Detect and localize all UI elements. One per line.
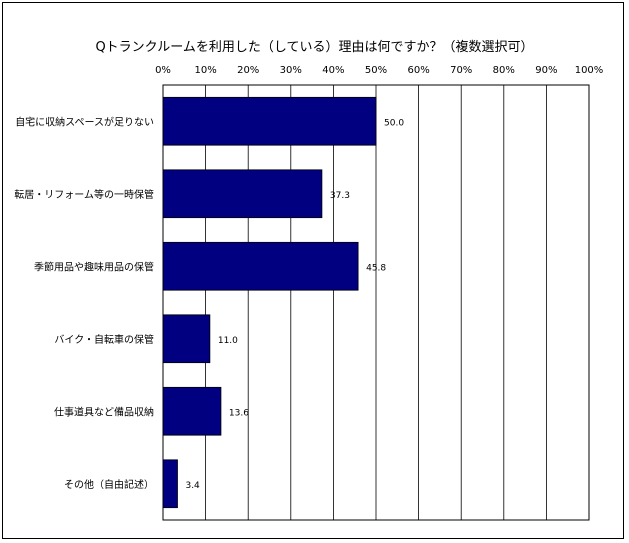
- category-labels: 自宅に収納スペースが足りない転居・リフォーム等の一時保管季節用品や趣味用品の保管…: [14, 115, 154, 491]
- x-tick-label: 100%: [575, 65, 604, 76]
- data-label: 13.6: [229, 408, 249, 418]
- category-label: 季節用品や趣味用品の保管: [34, 260, 154, 273]
- bar: [162, 314, 211, 364]
- data-label: 37.3: [330, 191, 350, 201]
- bar: [162, 169, 323, 219]
- bars: [162, 96, 377, 509]
- data-labels: 50.0 37.3 45.8 11.0 13.6 3.4: [185, 118, 404, 491]
- bar: [162, 386, 222, 436]
- data-label: 50.0: [384, 118, 404, 128]
- x-tick-label: 20%: [237, 65, 259, 76]
- x-tick-label: 90%: [535, 65, 557, 76]
- x-tick-label: 70%: [450, 65, 472, 76]
- gridlines: [162, 84, 590, 521]
- chart-title: Qトランクルームを利用した（している）理由は何ですか？（複数選択可）: [95, 40, 534, 55]
- data-label: 45.8: [366, 263, 386, 273]
- bar: [162, 96, 377, 146]
- category-label: バイク・自転車の保管: [54, 333, 154, 346]
- category-label: 転居・リフォーム等の一時保管: [14, 188, 154, 201]
- data-label: 11.0: [218, 336, 238, 346]
- bar: [162, 459, 178, 509]
- category-label: 自宅に収納スペースが足りない: [15, 115, 154, 128]
- category-label: 仕事道具など備品収納: [54, 405, 154, 418]
- x-tick-label: 40%: [322, 65, 344, 76]
- x-tick-label: 30%: [280, 65, 302, 76]
- x-tick-label: 60%: [407, 65, 429, 76]
- x-tick-label: 0%: [155, 65, 171, 76]
- bar: [162, 241, 359, 291]
- x-axis-ticks: 0% 10% 20% 30% 40% 50% 60% 70% 80% 90% 100%: [155, 65, 603, 76]
- category-label: その他（自由記述）: [64, 478, 154, 491]
- data-label: 3.4: [185, 481, 200, 491]
- x-tick-label: 80%: [493, 65, 515, 76]
- x-tick-label: 10%: [194, 65, 216, 76]
- x-tick-label: 50%: [365, 65, 387, 76]
